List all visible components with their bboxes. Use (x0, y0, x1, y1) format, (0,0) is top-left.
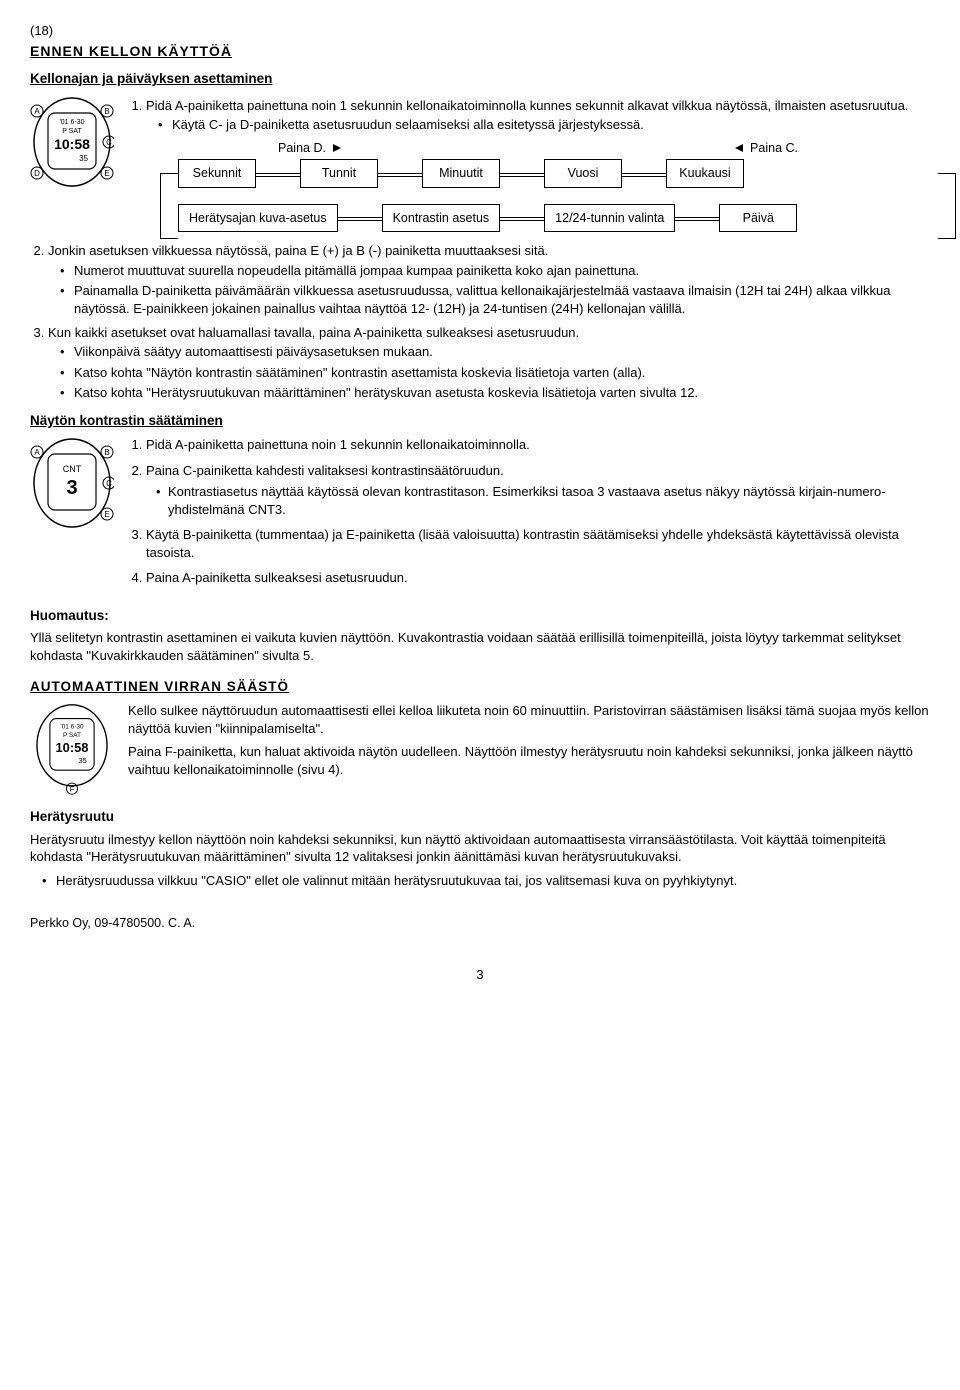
auto-paragraph-2: Paina F-painiketta, kun haluat aktivoida… (128, 743, 930, 778)
svg-text:10:58: 10:58 (54, 136, 90, 152)
flow-box: Päivä (719, 204, 797, 233)
svg-text:A: A (34, 107, 40, 116)
svg-text:D: D (34, 169, 40, 178)
heading-alarm-screen: Herätysruutu (30, 808, 930, 826)
page-section-label: (18) (30, 22, 930, 40)
note-text: Yllä selitetyn kontrastin asettaminen ei… (30, 629, 930, 664)
svg-text:P SAT: P SAT (62, 128, 82, 135)
svg-text:C: C (106, 479, 112, 488)
flow-box: Tunnit (300, 159, 378, 188)
svg-text:E: E (104, 169, 109, 178)
svg-text:10:58: 10:58 (56, 740, 89, 755)
watch-illustration-2: CNT 3 A B C E (30, 436, 114, 530)
step-1-bullet: Käytä C- ja D-painiketta asetusruudun se… (162, 116, 938, 134)
step-2: Jonkin asetuksen vilkkuessa näytössä, pa… (48, 242, 930, 317)
alarm-paragraph: Herätysruutu ilmestyy kellon näyttöön no… (30, 831, 930, 866)
step-2-text: Jonkin asetuksen vilkkuessa näytössä, pa… (48, 243, 548, 258)
svg-text:A: A (34, 448, 40, 457)
flow-label-c: Paina C. (735, 140, 798, 157)
flow-box: 12/24-tunnin valinta (544, 204, 675, 233)
heading-time-setting: Kellonajan ja päiväyksen asettaminen (30, 70, 930, 88)
step-3-text: Kun kaikki asetukset ovat haluamallasi t… (48, 325, 579, 340)
contrast-step-3: Käytä B-painiketta (tummentaa) ja E-pain… (146, 526, 930, 561)
step-1: Pidä A-painiketta painettuna noin 1 seku… (146, 97, 938, 134)
svg-text:'01 6-30: '01 6-30 (59, 119, 84, 126)
svg-text:C: C (106, 138, 112, 147)
svg-text:B: B (104, 448, 109, 457)
svg-text:P SAT: P SAT (63, 732, 81, 739)
step-2-bullet: Painamalla D-painiketta päivämäärän vilk… (64, 282, 930, 317)
flow-box: Sekunnit (178, 159, 256, 188)
heading-contrast: Näytön kontrastin säätäminen (30, 412, 930, 430)
flow-box: Minuutit (422, 159, 500, 188)
auto-paragraph-1: Kello sulkee näyttöruudun automaattisest… (128, 702, 930, 737)
flow-diagram: Paina D. Paina C. Sekunnit Tunnit Minuut… (178, 140, 938, 233)
flow-row-1: Sekunnit Tunnit Minuutit Vuosi Kuukausi (178, 159, 938, 188)
contrast-step-4: Paina A-painiketta sulkeaksesi asetusruu… (146, 569, 930, 587)
step-3: Kun kaikki asetukset ovat haluamallasi t… (48, 324, 930, 402)
svg-text:CNT: CNT (63, 464, 82, 474)
heading-main: ENNEN KELLON KÄYTTÖÄ (30, 42, 930, 61)
flow-box: Herätysajan kuva-asetus (178, 204, 338, 233)
step-2-bullet: Numerot muuttuvat suurella nopeudella pi… (64, 262, 930, 280)
heading-auto-power: AUTOMAATTINEN VIRRAN SÄÄSTÖ (30, 678, 930, 696)
page-number: 3 (30, 966, 930, 984)
watch-illustration-1: '01 6-30 P SAT 10:58 35 A B C D E (30, 95, 114, 189)
alarm-bullet: Herätysruudussa vilkkuu "CASIO" ellet ol… (46, 872, 930, 890)
contrast-step-2-bullet: Kontrastiasetus näyttää käytössä olevan … (158, 483, 930, 518)
svg-text:'01 6-30: '01 6-30 (60, 724, 83, 731)
watch-illustration-3: '01 6-30 P SAT 10:58 35 F (30, 702, 114, 796)
step-3-bullet: Katso kohta "Näytön kontrastin säätämine… (64, 364, 930, 382)
step-3-bullet: Katso kohta "Herätysruutukuvan määrittäm… (64, 384, 930, 402)
flow-row-2: Herätysajan kuva-asetus Kontrastin asetu… (178, 204, 938, 233)
contrast-step-2: Paina C-painiketta kahdesti valitaksesi … (146, 462, 930, 519)
flow-box: Kontrastin asetus (382, 204, 501, 233)
step-3-bullet: Viikonpäivä säätyy automaattisesti päivä… (64, 343, 930, 361)
svg-text:3: 3 (66, 477, 77, 499)
svg-text:F: F (70, 785, 75, 794)
flow-label-d: Paina D. (278, 140, 341, 157)
note-heading: Huomautus: (30, 607, 930, 625)
svg-text:B: B (104, 107, 109, 116)
svg-text:35: 35 (79, 154, 88, 163)
svg-text:E: E (104, 510, 109, 519)
contrast-step-2-text: Paina C-painiketta kahdesti valitaksesi … (146, 463, 504, 478)
contrast-step-1: Pidä A-painiketta painettuna noin 1 seku… (146, 436, 930, 454)
flow-box: Kuukausi (666, 159, 744, 188)
flow-box: Vuosi (544, 159, 622, 188)
step-1-text: Pidä A-painiketta painettuna noin 1 seku… (146, 98, 908, 113)
svg-text:35: 35 (79, 756, 87, 765)
footer-credit: Perkko Oy, 09-4780500. C. A. (30, 915, 930, 932)
